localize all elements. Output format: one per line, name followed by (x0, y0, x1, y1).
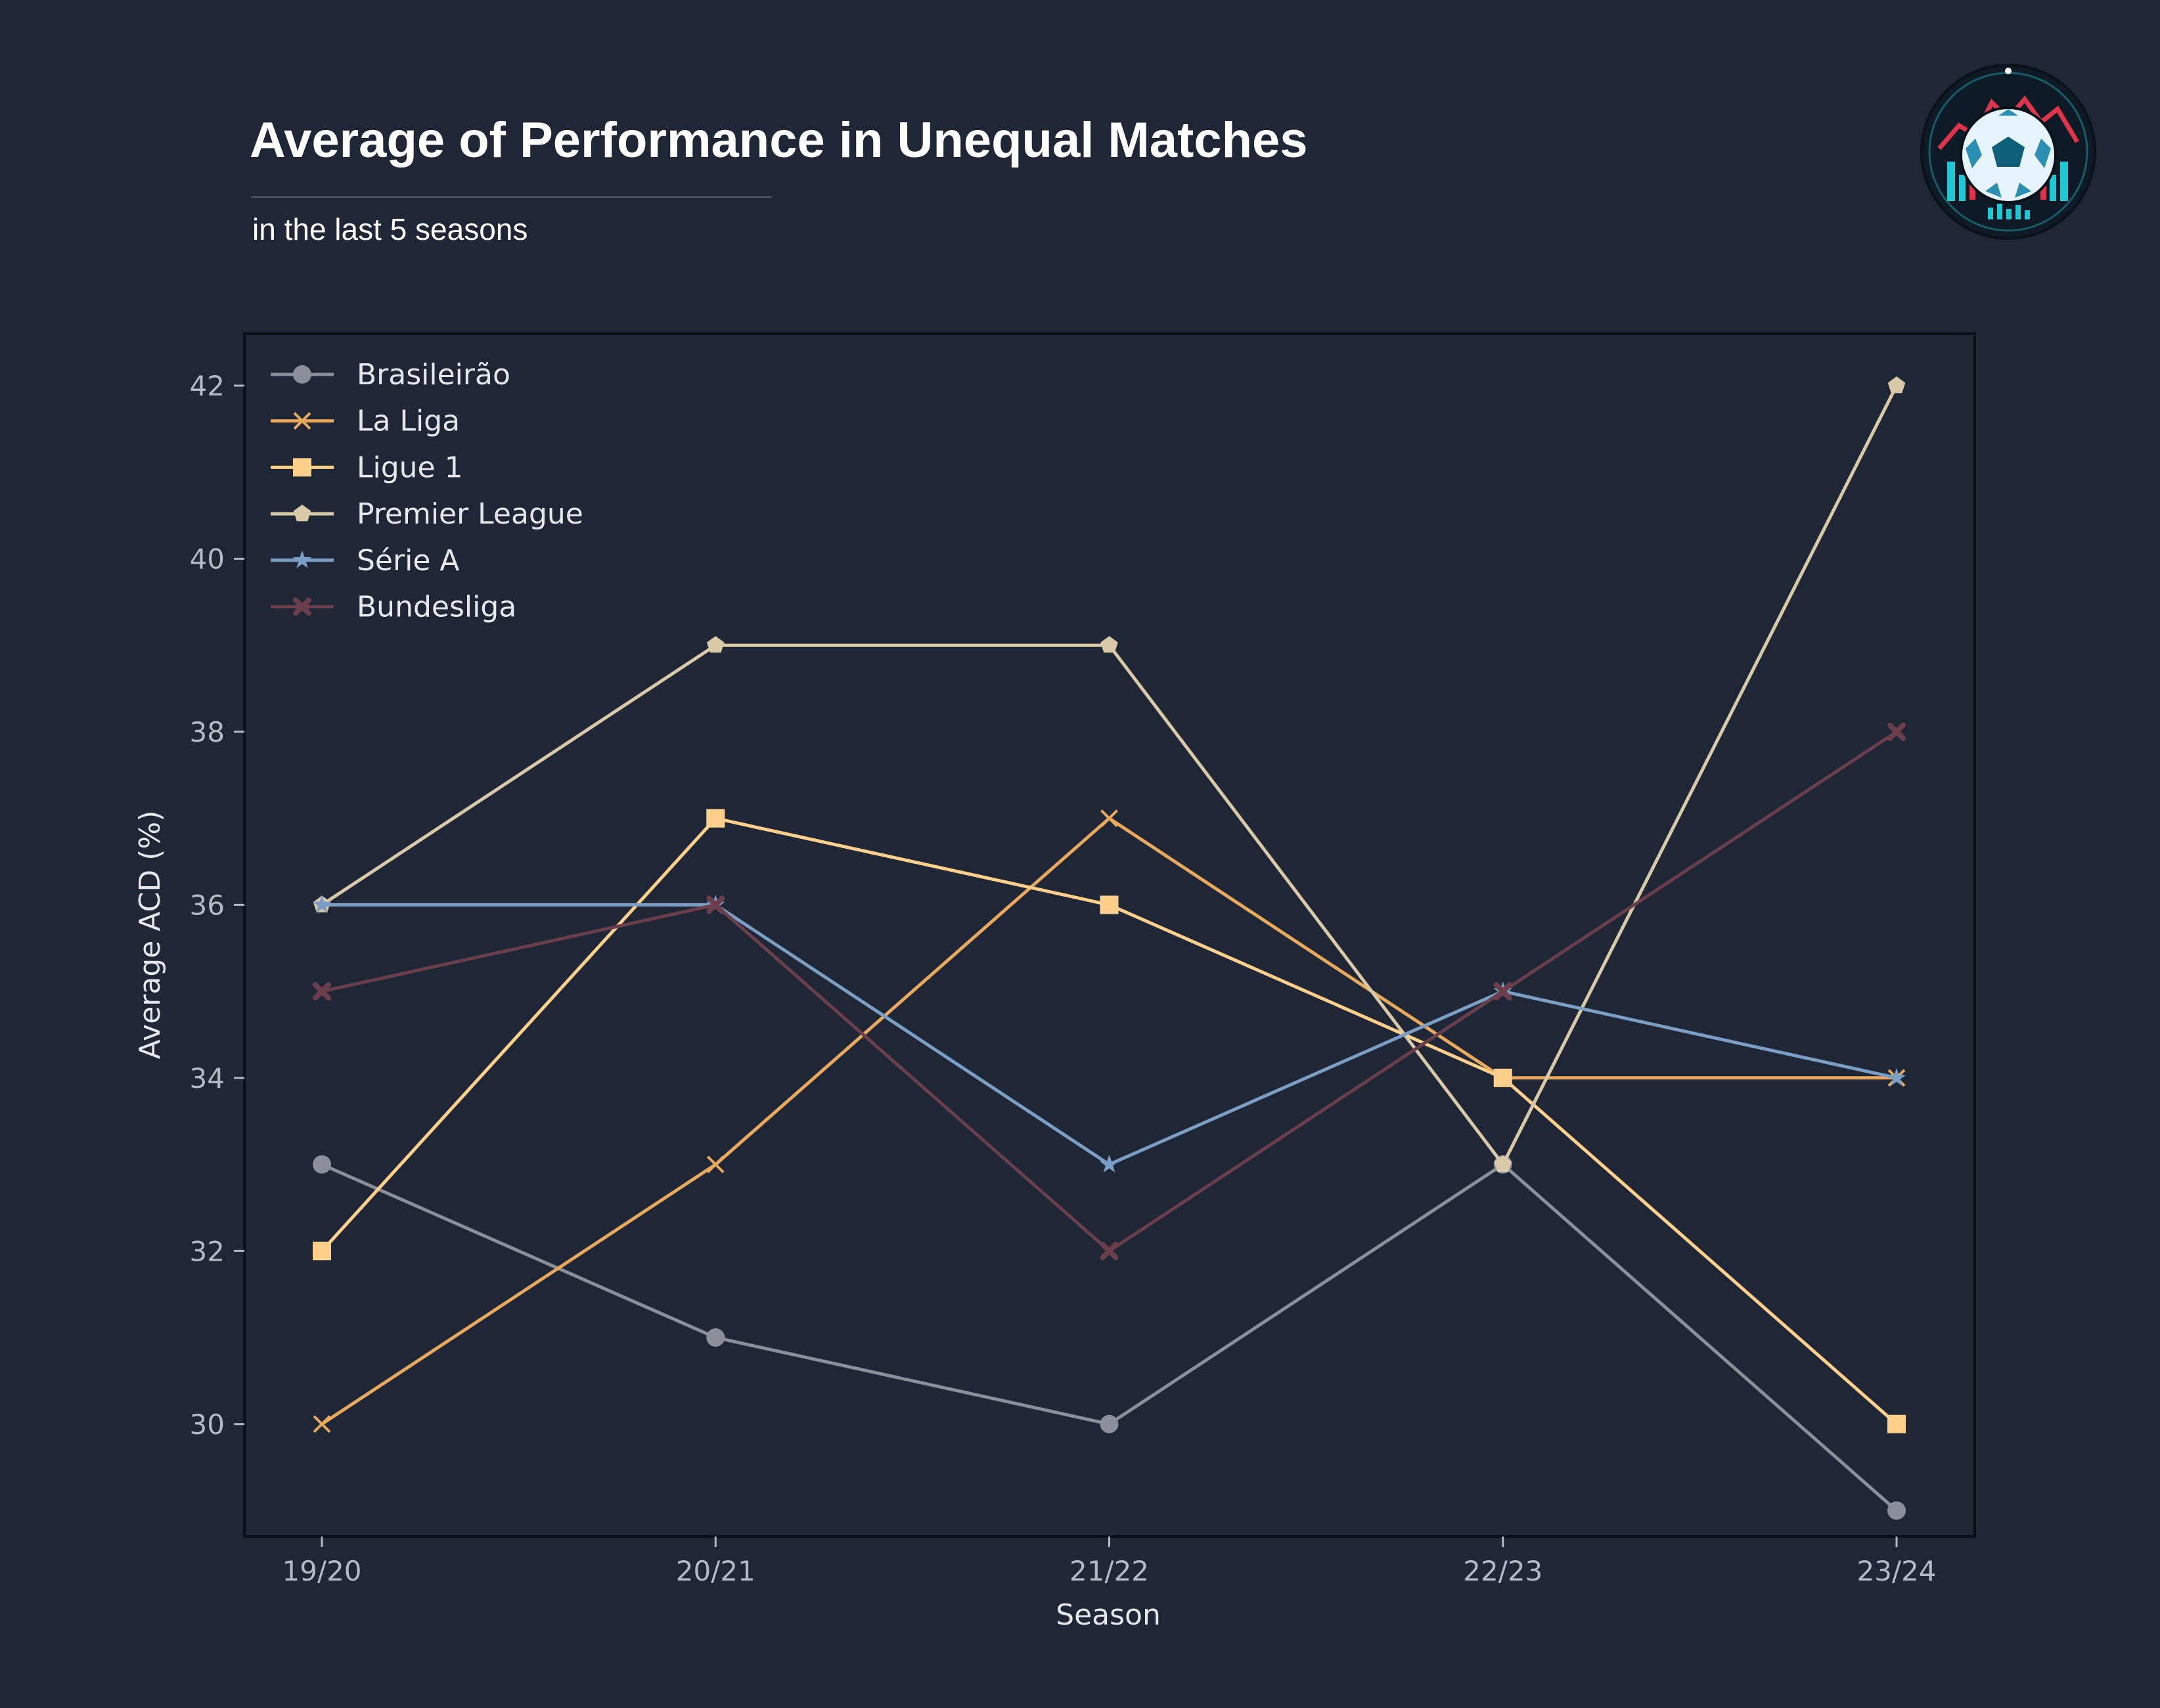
x-tick-label: 19/20 (282, 1555, 361, 1587)
data-point (1100, 895, 1119, 914)
y-axis-label: Average ACD (%) (133, 811, 167, 1060)
series-3 (313, 376, 1906, 1172)
data-point (706, 636, 725, 653)
soccer-ball-logo-icon (1920, 64, 2096, 240)
data-point (1887, 1501, 1906, 1520)
legend-label: Brasileirão (357, 358, 510, 392)
y-tick-label: 36 (190, 889, 225, 921)
y-axis: 30 32 34 36 38 40 42 (190, 370, 244, 1441)
data-point (706, 1328, 725, 1347)
x-tick-label: 20/21 (676, 1555, 755, 1587)
data-point (313, 1155, 331, 1174)
legend-entry: Bundesliga (271, 591, 516, 624)
title-divider (251, 196, 771, 198)
data-point (1100, 1154, 1119, 1173)
y-tick-label: 42 (190, 370, 225, 402)
legend-marker (293, 412, 311, 430)
y-tick-label: 40 (190, 543, 225, 575)
legend-label: Ligue 1 (357, 451, 463, 484)
data-point (1887, 376, 1906, 393)
data-point (1887, 722, 1906, 741)
series-0 (313, 1155, 1906, 1520)
data-point (1494, 1155, 1512, 1172)
y-tick-label: 38 (190, 716, 225, 748)
data-point (313, 982, 331, 1001)
y-tick-label: 34 (190, 1062, 225, 1094)
data-point (706, 1156, 725, 1173)
data-point (313, 1415, 331, 1433)
series-2 (313, 809, 1906, 1433)
legend-entry: Série A (271, 544, 459, 577)
legend-marker (292, 550, 312, 568)
y-tick-label: 30 (190, 1408, 225, 1441)
series-4 (312, 895, 1906, 1173)
data-point (706, 895, 725, 914)
series-line (322, 903, 1897, 1167)
legend-entry: La Liga (271, 405, 460, 438)
legend-label: Premier League (357, 497, 583, 531)
data-point (1100, 636, 1118, 653)
x-tick-label: 21/22 (1069, 1555, 1149, 1587)
series-layer (312, 376, 1906, 1520)
x-axis-label: Season (1056, 1598, 1161, 1632)
data-point (1100, 809, 1118, 828)
legend-marker (293, 458, 311, 477)
data-point (1100, 1414, 1119, 1433)
x-axis: 19/20 20/21 21/22 22/23 23/24 (282, 1537, 1937, 1587)
legend-marker (293, 505, 311, 522)
series-5 (313, 722, 1906, 1261)
data-point (312, 895, 332, 913)
y-tick-label: 32 (190, 1235, 225, 1267)
legend-label: La Liga (357, 405, 460, 438)
chart-title: Average of Performance in Unequal Matche… (250, 112, 1308, 168)
legend-marker (293, 365, 311, 384)
data-point (313, 1242, 331, 1261)
x-tick-label: 22/23 (1463, 1555, 1542, 1587)
data-point (1493, 982, 1512, 1001)
legend-entry: Brasileirão (271, 358, 510, 392)
data-point (1887, 1414, 1906, 1433)
data-point (706, 809, 725, 828)
legend-entry: Premier League (271, 497, 583, 531)
data-point (1887, 1068, 1906, 1086)
chart-subtitle: in the last 5 seasons (252, 212, 528, 246)
legend-label: Série A (357, 544, 459, 577)
legend-label: Bundesliga (357, 591, 516, 624)
legend-entry: Ligue 1 (271, 451, 463, 484)
legend-marker (293, 597, 311, 616)
data-point (1100, 1242, 1119, 1261)
legend: Brasileirão La Liga Ligue 1 Premier League S… (271, 358, 583, 624)
x-tick-label: 23/24 (1856, 1555, 1936, 1587)
data-point (1493, 1068, 1512, 1087)
